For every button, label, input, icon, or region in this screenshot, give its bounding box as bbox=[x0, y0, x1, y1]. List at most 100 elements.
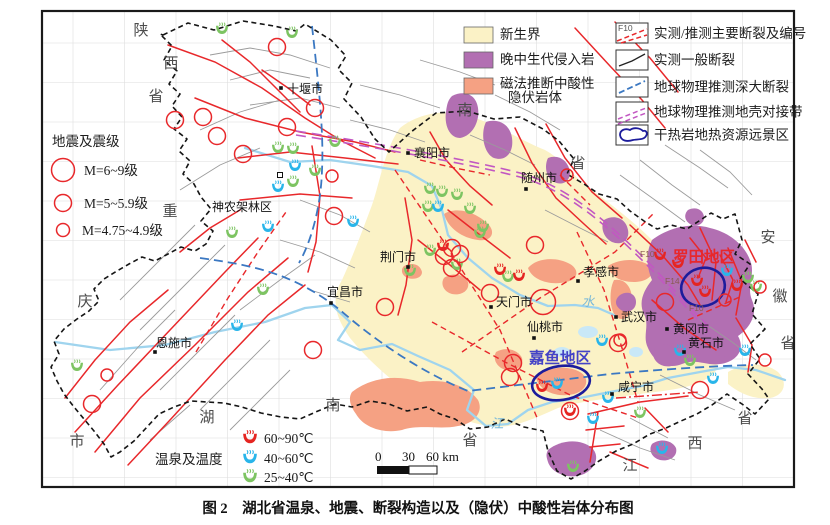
earthquake-circle bbox=[560, 168, 574, 182]
city-label: 仙桃市 bbox=[527, 319, 563, 334]
city-label: 咸宁市 bbox=[618, 379, 654, 394]
earthquake-circle bbox=[560, 401, 580, 421]
hdr-region-label: 罗田地区 bbox=[673, 247, 736, 266]
fault-number-label: F10 bbox=[640, 249, 655, 259]
legend-springs-title: 温泉及温度 bbox=[155, 451, 223, 467]
earthquake-circle bbox=[758, 353, 772, 367]
legend-label: M=4.75~4.9级 bbox=[82, 223, 163, 238]
city-marker bbox=[614, 315, 618, 319]
legend-label: 隐伏岩体 bbox=[508, 90, 562, 105]
scale-tick-0: 0 bbox=[375, 449, 382, 464]
city-label: 黄石市 bbox=[688, 335, 724, 350]
map-frame bbox=[40, 9, 796, 489]
city-marker bbox=[524, 187, 528, 191]
province-label: 省 bbox=[570, 155, 585, 172]
earthquake-circle bbox=[500, 367, 520, 387]
suture-legend-icon bbox=[615, 101, 649, 123]
hot-spring-icon bbox=[261, 220, 275, 233]
city-marker bbox=[576, 279, 580, 283]
hot-spring-icon bbox=[738, 344, 752, 357]
river-label: 江 bbox=[490, 416, 505, 431]
fault-number-label: F14 bbox=[665, 276, 680, 286]
lakes-layer bbox=[554, 326, 643, 357]
city-marker bbox=[406, 151, 410, 155]
legend-label: 40~60℃ bbox=[264, 451, 313, 466]
province-label: 西 bbox=[687, 436, 702, 452]
city-marker bbox=[277, 172, 283, 178]
earthquake-circle bbox=[450, 244, 470, 264]
province-label: 重 bbox=[162, 203, 177, 220]
earthquake-circle bbox=[303, 340, 323, 360]
city-marker bbox=[665, 327, 669, 331]
legend-label: M=6~9级 bbox=[84, 163, 138, 178]
legend-lines: F10 实测/推测主要断裂及编号 实测一般断裂 地球物理推测深大断裂 地球物理推… bbox=[615, 22, 806, 146]
general-faults-layer bbox=[99, 47, 757, 461]
earthquake-circle bbox=[655, 292, 675, 312]
legend-geology: 新生界 晚中生代侵入岩 磁法推断中酸性 隐伏岩体 bbox=[463, 26, 595, 105]
hot-spring-icon bbox=[286, 175, 300, 188]
swatch-cenozoic bbox=[463, 26, 494, 44]
earthquake-circle bbox=[753, 280, 767, 294]
city-label: 神农架林区 bbox=[212, 200, 272, 214]
hdr-prospect-outline-jiayu bbox=[530, 364, 592, 402]
earthquake-circle bbox=[233, 144, 253, 164]
city-label: 宜昌市 bbox=[327, 284, 363, 299]
fault-number-label: F10 bbox=[689, 303, 704, 313]
earthquake-circle bbox=[718, 293, 732, 307]
scale-tick-30: 30 bbox=[402, 449, 415, 464]
city-label: 天门市 bbox=[496, 294, 532, 309]
river-label: 水 bbox=[581, 294, 595, 309]
scale-bar: 0 30 60 km bbox=[375, 449, 459, 475]
province-label: 江 bbox=[622, 457, 637, 474]
major-fault-legend-icon bbox=[615, 22, 649, 44]
quake-symbol-large bbox=[50, 157, 76, 183]
city-label: 黄冈市 bbox=[673, 321, 709, 336]
hot-spring-icon bbox=[242, 469, 258, 483]
earthquake-circle bbox=[442, 258, 462, 278]
legend-label: 新生界 bbox=[500, 27, 541, 42]
hot-spring-icon bbox=[271, 180, 285, 193]
province-label: 湖 bbox=[199, 409, 214, 426]
hot-spring-icon bbox=[242, 430, 258, 444]
hot-spring-icon bbox=[633, 406, 647, 419]
legend-label: 地球物理推测地壳对接带 bbox=[654, 104, 803, 120]
hdr-prospect-outline-luotian bbox=[679, 266, 727, 308]
earthquake-circle bbox=[503, 353, 523, 373]
city-label: 十堰市 bbox=[287, 81, 323, 96]
earthquake-circle bbox=[690, 380, 710, 400]
scale-bar-black-segment bbox=[377, 466, 409, 474]
city-marker bbox=[532, 336, 536, 340]
earthquake-circle bbox=[165, 110, 185, 130]
legend-label: 25~40℃ bbox=[264, 470, 313, 485]
deep-faults-layer bbox=[199, 25, 754, 392]
intrusive-rock-layer bbox=[445, 93, 755, 477]
earthquake-circle bbox=[267, 37, 287, 57]
legend-label: 干热岩地热资源远景区 bbox=[654, 128, 789, 143]
city-label: 荆门市 bbox=[380, 249, 416, 264]
hot-spring-icon bbox=[242, 450, 258, 464]
province-label: 安 bbox=[760, 229, 775, 246]
city-label: 随州市 bbox=[521, 170, 557, 185]
earthquake-circle bbox=[613, 333, 627, 347]
province-label: 徽 bbox=[772, 288, 787, 305]
legend-label: 实测/推测主要断裂及编号 bbox=[654, 26, 806, 41]
figure-caption: 图 2 湖北省温泉、地震、断裂构造以及（隐伏）中酸性岩体分布图 bbox=[202, 499, 633, 517]
legend-earthquakes: 地震及震级 M=6~9级 M=5~5.9级 M=4.75~4.9级 bbox=[50, 134, 163, 238]
legend-label: M=5~5.9级 bbox=[84, 196, 149, 211]
hot-spring-icon bbox=[563, 404, 577, 417]
scale-bar-white-segment bbox=[408, 465, 438, 475]
earthquake-circle bbox=[305, 98, 325, 118]
inferred-faults-layer bbox=[195, 159, 743, 421]
swatch-inferred-rock bbox=[463, 77, 494, 95]
earthquake-circle bbox=[480, 283, 500, 303]
crustal-suture-layer bbox=[295, 130, 713, 335]
hot-spring-icon bbox=[215, 22, 229, 35]
earthquake-circle bbox=[324, 206, 344, 226]
quake-symbol-medium bbox=[53, 193, 73, 213]
earthquake-circle bbox=[207, 126, 227, 146]
legend-label: 60~90℃ bbox=[264, 431, 313, 446]
hot-spring-icon bbox=[271, 141, 285, 154]
